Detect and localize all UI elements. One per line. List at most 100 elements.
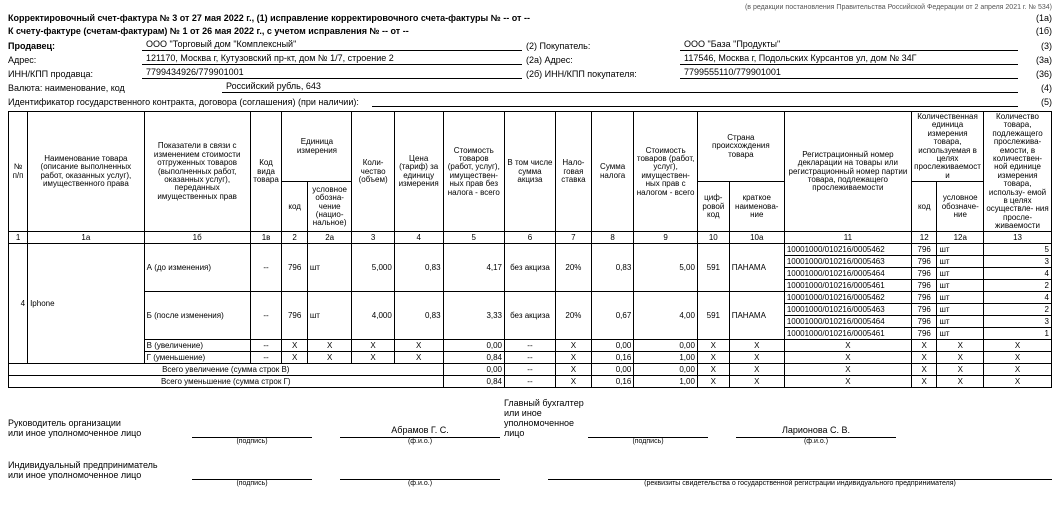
h-c2: код xyxy=(282,182,307,232)
cost: 0,84 xyxy=(443,352,504,364)
totals-tax: 0,16 xyxy=(591,376,633,388)
totals-rate: Х xyxy=(555,364,591,376)
trace-qty: 3 xyxy=(984,256,1052,268)
contract-label: Идентификатор государственного контракта… xyxy=(8,97,368,107)
colnum-cell: 1б xyxy=(144,232,250,244)
h-c8: Сумма налога xyxy=(591,112,633,232)
totals-total: 1,00 xyxy=(634,376,698,388)
buyer-addr-label: (2а) Адрес: xyxy=(526,55,676,65)
row-num-3a: (3а) xyxy=(1022,55,1052,65)
h-c12a: условное обозначе- ние xyxy=(937,182,984,232)
trace-unit: шт xyxy=(937,304,984,316)
colnum-cell: 2 xyxy=(282,232,307,244)
trace-unit: Х xyxy=(937,352,984,364)
h-c5: Стоимость товаров (работ, услуг), имущес… xyxy=(443,112,504,232)
colnum-cell: 10а xyxy=(729,232,784,244)
row-num: 4 xyxy=(9,244,28,364)
sig-ip-rekv xyxy=(548,467,1052,480)
trace-unit: шт xyxy=(937,268,984,280)
trace-code: 796 xyxy=(912,328,937,340)
seller-addr-label: Адрес: xyxy=(8,55,138,65)
trace-code: 796 xyxy=(912,244,937,256)
trace-qty: Х xyxy=(984,340,1052,352)
trace-qty: 1 xyxy=(984,328,1052,340)
decl-num: 10001000/010216/0005464 xyxy=(784,268,911,280)
seller-addr: 121170, Москва г, Кутузовский пр-кт, дом… xyxy=(142,53,522,65)
title-num-1a: (1а) xyxy=(1020,12,1052,24)
trace-qty: 2 xyxy=(984,280,1052,292)
regulation-note: (в редакции постановления Правительства … xyxy=(8,4,1052,11)
contract-val xyxy=(372,95,1018,107)
trace-code: Х xyxy=(912,340,937,352)
qty: Х xyxy=(352,340,394,352)
total: 4,00 xyxy=(634,292,698,340)
totals-x: Х xyxy=(937,364,984,376)
h-unit-grp: Единица измерения xyxy=(282,112,352,182)
unit-name: Х xyxy=(307,340,352,352)
h-c13: Количество товара, подлежащего прослежив… xyxy=(984,112,1052,232)
h-c1v: Код вида товара xyxy=(250,112,282,232)
invoice-page: (в редакции постановления Правительства … xyxy=(0,0,1060,496)
sig-acc-label: Главный бухгалтер или иное уполномоченно… xyxy=(504,398,584,438)
trace-code: 796 xyxy=(912,256,937,268)
colnum-cell: 9 xyxy=(634,232,698,244)
indicator: В (увеличение) xyxy=(144,340,250,352)
buyer-label: (2) Покупатель: xyxy=(526,41,676,51)
unit-name: шт xyxy=(307,292,352,340)
price: 0,83 xyxy=(394,292,443,340)
sig-acc-sign xyxy=(588,425,708,438)
h-c3: Коли- чество (объем) xyxy=(352,112,394,232)
colnum-cell: 7 xyxy=(555,232,591,244)
buyer-name: ООО "База "Продукты" xyxy=(680,39,1018,51)
unit-code: Х xyxy=(282,352,307,364)
totals-cost: 0,00 xyxy=(443,364,504,376)
totals-row: Всего уменьшение (сумма строк Г)0,84--Х0… xyxy=(9,376,1052,388)
trace-qty: Х xyxy=(984,352,1052,364)
colnum-cell: 3 xyxy=(352,232,394,244)
tax: 0,83 xyxy=(591,244,633,292)
colnum-cell: 1в xyxy=(250,232,282,244)
h-c10a: краткое наименова- ние xyxy=(729,182,784,232)
totals-x: Х xyxy=(697,364,729,376)
trace-qty: 5 xyxy=(984,244,1052,256)
totals-x: Х xyxy=(697,376,729,388)
tax: 0,00 xyxy=(591,340,633,352)
totals-excise: -- xyxy=(505,376,556,388)
h-c1b: Показатели в связи с изменением стоимост… xyxy=(144,112,250,232)
totals-x: Х xyxy=(729,364,784,376)
excise: -- xyxy=(505,352,556,364)
item-name: Iphone xyxy=(28,244,145,364)
colnum-cell: 2а xyxy=(307,232,352,244)
country-name: Х xyxy=(729,352,784,364)
price: Х xyxy=(394,352,443,364)
kvt: -- xyxy=(250,292,282,340)
row-num-4: (4) xyxy=(1022,83,1052,93)
decl-num: Х xyxy=(784,352,911,364)
colnum-cell: 13 xyxy=(984,232,1052,244)
rate: Х xyxy=(555,340,591,352)
row-num-5: (5) xyxy=(1022,97,1052,107)
decl-num: 10001000/010216/0005461 xyxy=(784,328,911,340)
table-body: 4IphoneА (до изменения)--796шт5,0000,834… xyxy=(9,244,1052,388)
unit-name: шт xyxy=(307,244,352,292)
totals-x: Х xyxy=(729,376,784,388)
sub-sign-1: (подпись) xyxy=(192,438,312,446)
unit-name: Х xyxy=(307,352,352,364)
totals-excise: -- xyxy=(505,364,556,376)
trace-unit: шт xyxy=(937,280,984,292)
table-head: № п/п Наименование товара (описание выпо… xyxy=(9,112,1052,244)
trace-code: Х xyxy=(912,352,937,364)
buyer-inn: 7799555110/779901001 xyxy=(680,67,1018,79)
trace-code: 796 xyxy=(912,268,937,280)
seller-inn-label: ИНН/КПП продавца: xyxy=(8,69,138,79)
kvt: -- xyxy=(250,340,282,352)
decl-num: 10001000/010216/0005463 xyxy=(784,256,911,268)
table-row: Б (после изменения)--796шт4,0000,833,33б… xyxy=(9,292,1052,304)
total: 0,00 xyxy=(634,340,698,352)
colnum-cell: 12 xyxy=(912,232,937,244)
colnum-cell: 4 xyxy=(394,232,443,244)
rate: 20% xyxy=(555,292,591,340)
decl-num: 10001000/010216/0005463 xyxy=(784,304,911,316)
unit-code: 796 xyxy=(282,292,307,340)
price: Х xyxy=(394,340,443,352)
